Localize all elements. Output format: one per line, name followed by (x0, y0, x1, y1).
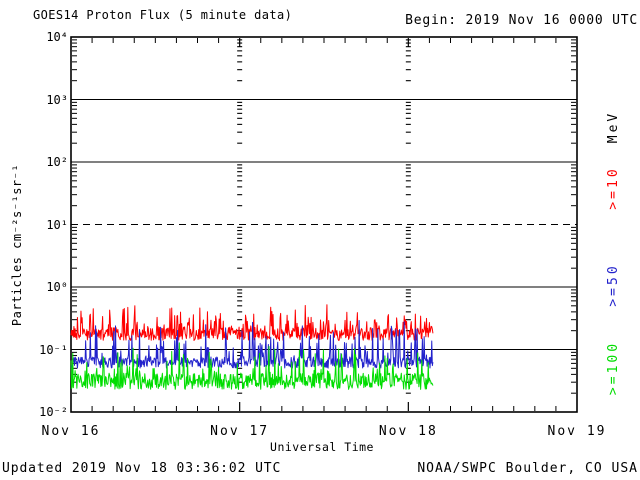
attribution: NOAA/SWPC Boulder, CO USA (417, 461, 638, 476)
channel-label-2: >=50 (606, 263, 621, 307)
flux-trace-gege100 (70, 342, 434, 390)
y-axis-title: Particles cm⁻²s⁻¹sr⁻¹ (10, 163, 24, 327)
begin-timestamp: Begin: 2019 Nov 16 0000 UTC (405, 13, 638, 28)
y-tick-label: 10⁻² (39, 405, 68, 419)
y-tick-label: 10⁻¹ (39, 342, 68, 357)
flux-trace-gege50 (70, 320, 434, 369)
y-tick-label: 10² (46, 155, 68, 169)
x-tick-label: Nov 17 (210, 424, 270, 439)
chart-title: GOES14 Proton Flux (5 minute data) (33, 8, 293, 22)
y-tick-label: 10³ (46, 92, 68, 107)
x-tick-label: Nov 19 (547, 424, 607, 439)
channel-label-1: >=10 (606, 166, 621, 210)
channel-label-3: >=100 (606, 340, 621, 396)
y-tick-label: 10⁰ (46, 280, 68, 294)
updated-timestamp: Updated 2019 Nov 18 03:36:02 UTC (2, 461, 282, 476)
x-axis-title: Universal Time (270, 440, 374, 454)
y-tick-label: 10⁴ (46, 30, 68, 44)
y-tick-label: 10¹ (46, 217, 68, 232)
x-tick-label: Nov 18 (378, 424, 438, 439)
x-tick-label: Nov 16 (41, 424, 101, 439)
